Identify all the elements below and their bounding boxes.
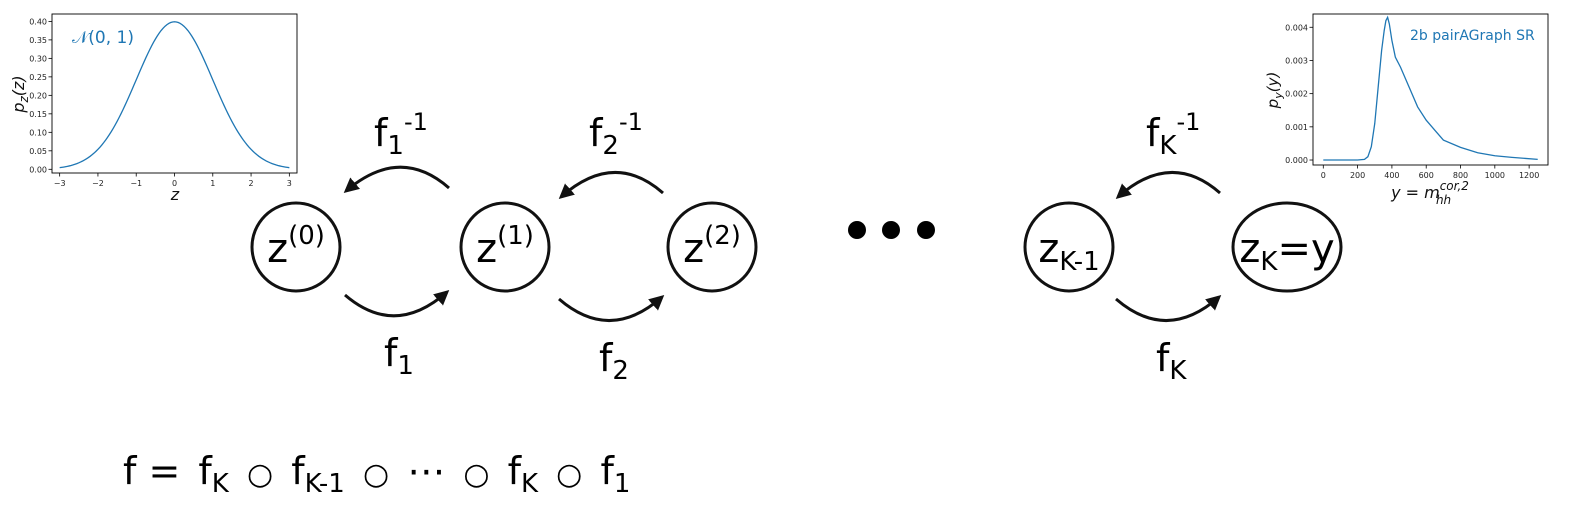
forward-arrow-1: [344, 290, 450, 318]
node-zk: zK=y: [1231, 201, 1343, 293]
x-tick-label: −1: [130, 179, 142, 188]
inverse-label-k: fK-1: [1146, 108, 1200, 161]
y-tick-label: 0.004: [1285, 23, 1308, 32]
x-tick-label: 1200: [1519, 171, 1539, 180]
y-axis-label: py(y): [1264, 72, 1285, 110]
y-tick-label: 0.001: [1285, 123, 1308, 132]
forward-arrow-2: [558, 295, 665, 322]
x-axis-label: y = mcor,2 hh: [1390, 179, 1469, 207]
y-tick-label: 0.35: [29, 36, 47, 45]
ellipsis-dots: [848, 221, 935, 239]
x-tick-label: 2: [249, 179, 254, 188]
node-zk-1: zK-1: [1023, 201, 1115, 293]
prior-density-plot: −3 −2 −1 0 1 2 3 0.00 0.05 0.10 0.15 0.20 0.25 0.30 0.…: [9, 13, 298, 204]
y-tick-label: 0.000: [1285, 156, 1308, 165]
density-curve: [1323, 15, 1538, 161]
composition-formula: f = fK ○ fK-1 ○ ⋯ ○ fK ○ f1: [123, 449, 630, 501]
y-tick-label: 0.30: [29, 54, 47, 63]
x-tick-label: 0: [1321, 171, 1326, 180]
node-z2-label: z(2): [683, 221, 741, 272]
forward-arrow-k: [1115, 295, 1222, 322]
target-density-plot: 0 200 400 600 800 1000 1200 0.000 0.001 0.002 0.00…: [1264, 13, 1549, 207]
y-tick-label: 0.15: [29, 110, 47, 119]
node-z2: z(2): [666, 201, 758, 293]
x-tick-label: 3: [287, 179, 292, 188]
x-tick-label: 800: [1453, 171, 1468, 180]
node-z1: z(1): [459, 201, 551, 293]
inverse-label-2: f2-1: [589, 108, 643, 161]
x-tick-label: 400: [1384, 171, 1399, 180]
plot-frame: [51, 13, 298, 174]
inverse-arrow-2: [558, 171, 664, 199]
y-tick-label: 0.10: [29, 128, 47, 137]
y-axis-label: pz(z): [9, 75, 31, 113]
inverse-arrow-1: [343, 165, 450, 193]
node-zk-label: zK=y: [1239, 226, 1334, 277]
x-tick-label: −3: [54, 179, 66, 188]
y-tick-label: 0.002: [1285, 90, 1308, 99]
x-tick-label: 200: [1350, 171, 1365, 180]
inverse-label-1: f1-1: [374, 108, 428, 161]
plot-annotation: 𝒩(0, 1): [72, 28, 134, 48]
forward-label-2: f2: [599, 336, 629, 386]
node-zk-1-label: zK-1: [1038, 226, 1099, 277]
node-z0: z(0): [250, 201, 342, 293]
x-tick-label: 0: [172, 179, 177, 188]
y-tick-label: 0.20: [29, 91, 47, 100]
density-curve: [59, 21, 290, 169]
forward-label-k: fK: [1156, 336, 1187, 386]
inverse-arrow-k: [1115, 171, 1221, 199]
node-z0-label: z(0): [267, 221, 325, 272]
plot-annotation: 2b pairAGraph SR: [1410, 28, 1535, 44]
y-tick-label: 0.05: [29, 147, 47, 156]
y-tick-label: 0.00: [29, 165, 47, 174]
node-z1-label: z(1): [476, 221, 534, 272]
y-tick-label: 0.003: [1285, 56, 1308, 65]
y-tick-label: 0.25: [29, 73, 47, 82]
x-axis-label: z: [170, 185, 180, 204]
x-tick-label: 600: [1419, 171, 1434, 180]
x-tick-label: 1: [210, 179, 215, 188]
x-tick-label: 1000: [1485, 171, 1505, 180]
forward-label-1: f1: [384, 331, 414, 381]
y-tick-label: 0.40: [29, 17, 47, 26]
plot-frame: [1312, 13, 1549, 166]
x-tick-label: −2: [92, 179, 104, 188]
